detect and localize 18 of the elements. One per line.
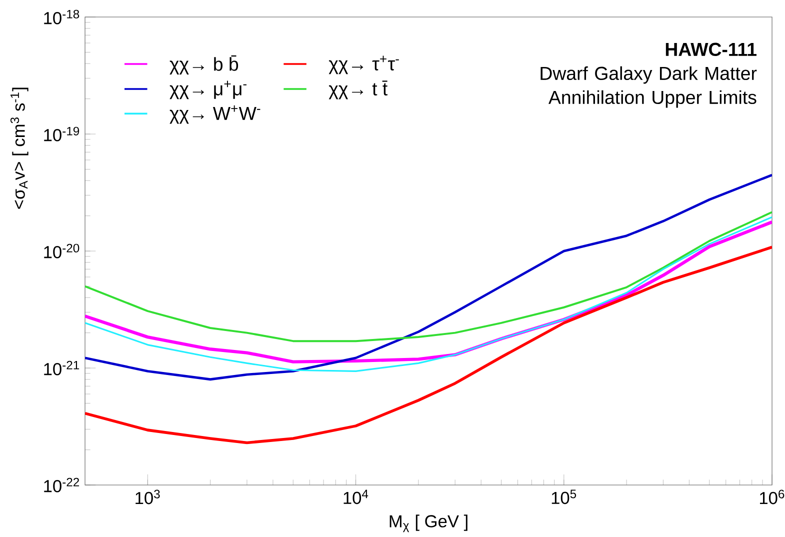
x-tick-label: 10$^{4}$ — [344, 490, 368, 504]
y-axis-title: <σ$_{A}$v> [ cm$^{3}$ s$^{-1}$] — [10, 88, 28, 209]
y-tick-label: 10$^{-22}$ — [44, 478, 80, 492]
legend-label: χχ→ b b̄ — [170, 55, 238, 75]
legend-label: χχ→ μ$^{+}$μ$^{-}$ — [170, 80, 246, 100]
y-tick-label: 10$^{-18}$ — [44, 10, 80, 24]
text: Dwarf Galaxy Dark Matter Annihilation Upper Limits — [540, 66, 757, 108]
legend-label: χχ→ W$^{+}$W$^{-}$ — [170, 105, 260, 124]
x-tick-label: 10$^{5}$ — [552, 490, 576, 504]
legend-label: χχ→ t t̄ — [328, 80, 388, 100]
legend-label: χχ→ τ$^{+}$τ$^{-}$ — [328, 56, 399, 74]
x-tick-label: 10$^{6}$ — [760, 490, 784, 504]
x-axis-title: M$_{χ}$ [ GeV ] — [390, 514, 468, 532]
text: HAWC-111 — [666, 42, 756, 56]
x-tick-label: 10$^{3}$ — [136, 490, 160, 504]
y-tick-label: 10$^{-20}$ — [44, 244, 80, 258]
y-tick-label: 10$^{-19}$ — [44, 126, 80, 142]
y-tick-label: 10$^{-21}$ — [44, 360, 80, 376]
